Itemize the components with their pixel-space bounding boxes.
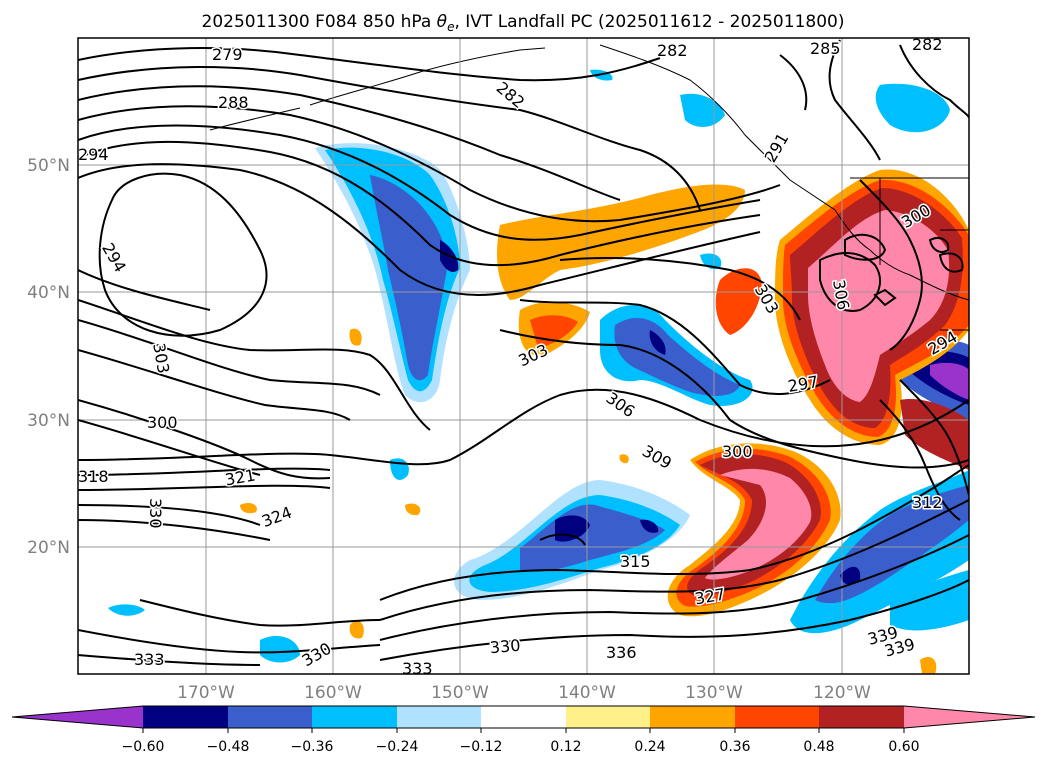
map-panel: 279 282 285 282 288 282 291 294 294 303 … [78, 35, 969, 678]
colorbar-segment [819, 706, 904, 728]
colorbar-segment [481, 706, 566, 728]
contour-label: 333 [134, 650, 165, 669]
colorbar-tick-label: 0.60 [888, 739, 919, 755]
contour-label: 294 [78, 145, 109, 164]
colorbar-tick-label: −0.48 [207, 739, 250, 755]
colorbar-segment [650, 706, 735, 728]
contour-label: 300 [722, 442, 753, 461]
colorbar-tick-label: −0.12 [460, 739, 503, 755]
colorbar-segment [228, 706, 312, 728]
contour-label: 312 [912, 493, 943, 512]
colorbar-segment [12, 706, 143, 728]
figure-title: 2025011300 F084 850 hPa θe, IVT Landfall… [202, 12, 845, 34]
lon-label: 120°W [813, 683, 871, 703]
contour-label: 282 [912, 35, 943, 54]
contour-label: 336 [606, 643, 637, 662]
colorbar-tick-label: 0.24 [634, 739, 665, 755]
contour-label: 282 [657, 41, 688, 60]
lon-label: 140°W [558, 683, 616, 703]
colorbar-segment [904, 706, 1035, 728]
contour-label: 330 [146, 498, 165, 529]
contour-label: 300 [147, 413, 178, 432]
colorbar-segment [143, 706, 228, 728]
latitude-labels: 50°N 40°N 30°N 20°N [27, 156, 70, 558]
contour-label: 288 [218, 93, 249, 112]
colorbar-ticks [142, 728, 905, 733]
lat-label: 30°N [27, 411, 70, 431]
colorbar-segment [397, 706, 481, 728]
lat-label: 40°N [27, 283, 70, 303]
colorbar-tick-label: −0.60 [122, 739, 165, 755]
lat-label: 50°N [27, 156, 70, 176]
contour-label: 333 [402, 659, 433, 678]
colorbar-tick-label: 0.48 [803, 739, 834, 755]
lon-label: 130°W [685, 683, 743, 703]
lon-label: 160°W [304, 683, 362, 703]
theta-e-contours [78, 39, 969, 666]
contour-label: 279 [212, 45, 243, 64]
longitude-labels: 170°W 160°W 150°W 140°W 130°W 120°W [177, 683, 871, 703]
colorbar-tick-label: −0.36 [291, 739, 334, 755]
map-border [77, 37, 970, 675]
contour-label: 330 [489, 636, 521, 658]
contour-label: 315 [620, 552, 651, 571]
lon-label: 170°W [177, 683, 235, 703]
colorbar-tick-label: 0.12 [550, 739, 581, 755]
gridlines [78, 38, 969, 674]
contour-label: 285 [810, 39, 841, 58]
lon-label: 150°W [431, 683, 489, 703]
colorbar-tick-label: −0.24 [376, 739, 419, 755]
colorbar: −0.60 −0.48 −0.36 −0.24 −0.12 0.12 0.24 … [11, 705, 1036, 755]
contour-label: 318 [78, 467, 109, 486]
colorbar-segment [566, 706, 650, 728]
colorbar-tick-label: 0.36 [719, 739, 750, 755]
colorbar-segment [735, 706, 819, 728]
colorbar-segment [312, 706, 397, 728]
negative-ivt-shading [108, 69, 969, 663]
lat-label: 20°N [27, 538, 70, 558]
positive-ivt-shading [240, 169, 969, 674]
